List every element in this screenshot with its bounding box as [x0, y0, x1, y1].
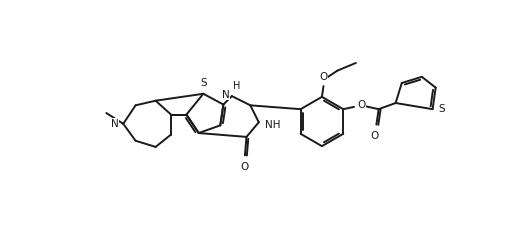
- Text: O: O: [371, 131, 379, 141]
- Text: N: N: [222, 89, 229, 100]
- Text: NH: NH: [265, 120, 280, 130]
- Text: O: O: [319, 72, 328, 82]
- Text: H: H: [234, 81, 241, 91]
- Text: S: S: [200, 78, 206, 88]
- Text: S: S: [439, 104, 445, 114]
- Text: N: N: [111, 119, 119, 129]
- Text: O: O: [241, 161, 249, 172]
- Text: O: O: [357, 100, 365, 110]
- Text: S: S: [200, 79, 206, 89]
